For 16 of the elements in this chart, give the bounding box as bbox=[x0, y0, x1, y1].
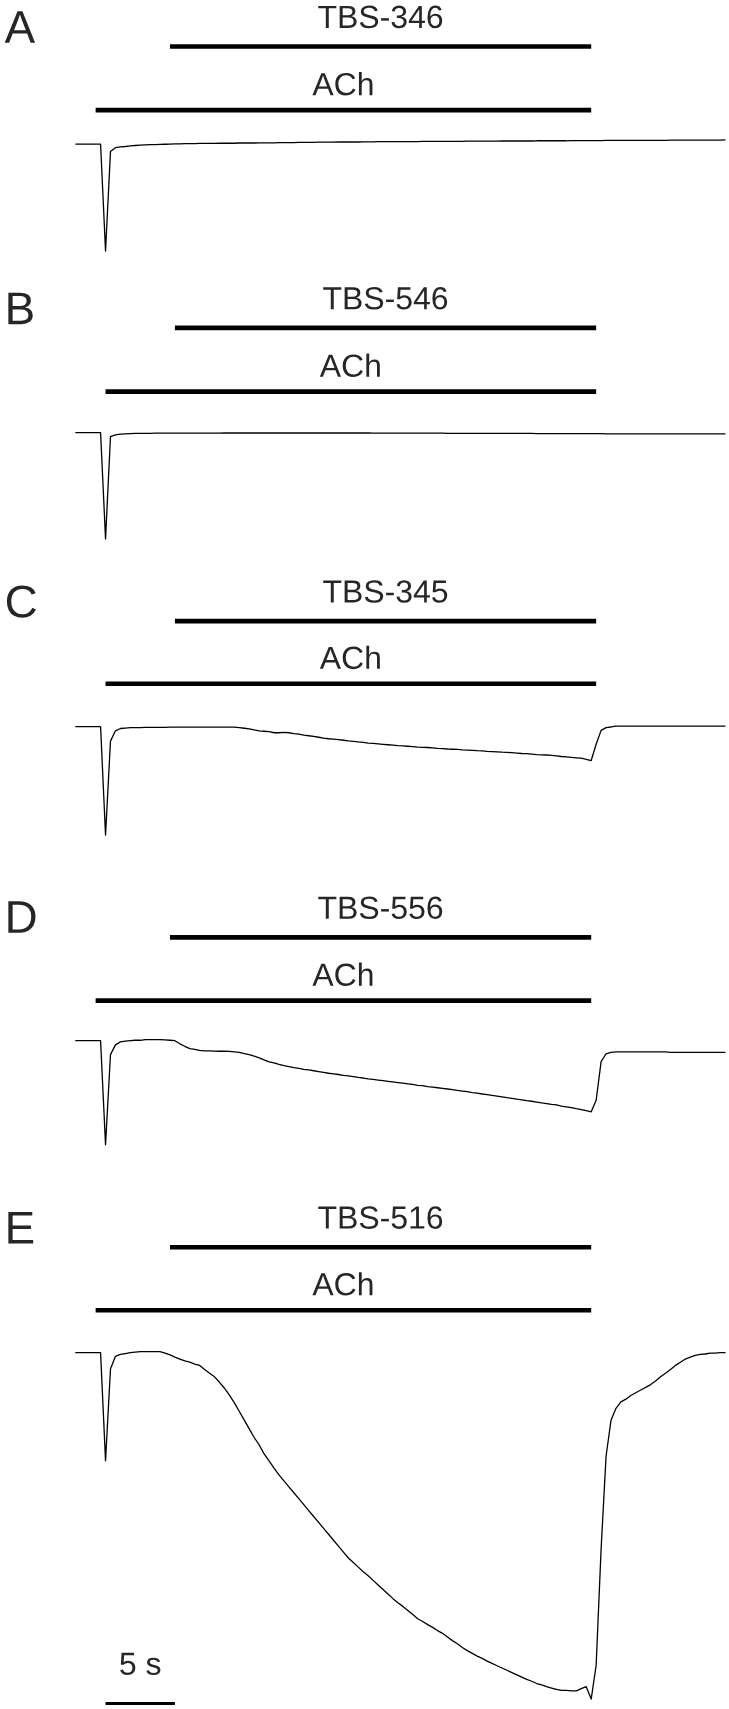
series-label: TBS-546 bbox=[323, 286, 448, 310]
series-label: ACh bbox=[312, 72, 373, 96]
series-label: TBS-556 bbox=[318, 896, 443, 920]
series-label: TBS-516 bbox=[318, 1206, 443, 1229]
series-label: ACh bbox=[312, 962, 373, 987]
chart-title: C bbox=[6, 585, 36, 618]
series-label: 5 s bbox=[120, 1652, 161, 1676]
series-label: ACh bbox=[319, 645, 380, 670]
series-label: ACh bbox=[312, 1272, 373, 1296]
chart-title: B bbox=[8, 292, 33, 325]
chart-title: E bbox=[8, 1211, 34, 1244]
series-label: ACh bbox=[319, 353, 380, 378]
series-label: TBS-346 bbox=[318, 5, 443, 29]
series-label: TBS-345 bbox=[323, 580, 448, 603]
chart-title: D bbox=[8, 901, 36, 933]
chart-title: A bbox=[4, 11, 36, 43]
